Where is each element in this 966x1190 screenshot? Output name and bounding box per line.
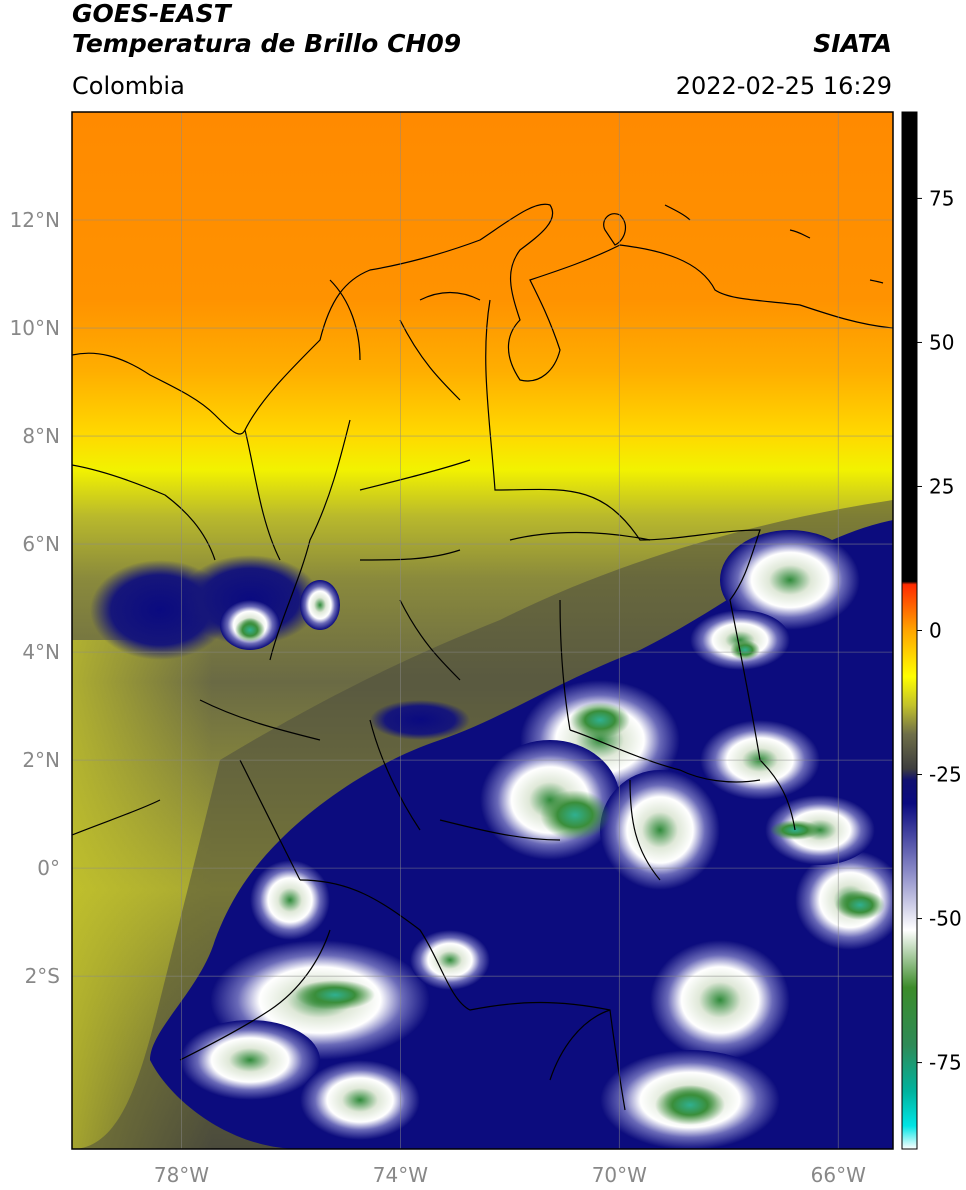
lat-tick-label: 2°S xyxy=(25,964,60,988)
colorbar-tick-label: -25 xyxy=(929,763,962,787)
colorbar-tick-label: 75 xyxy=(929,186,954,210)
lat-tick-label: 12°N xyxy=(10,208,60,232)
title-satellite: GOES-EAST xyxy=(72,0,231,28)
lon-tick-label: 66°W xyxy=(811,1163,866,1187)
colorbar-tick-label: -75 xyxy=(929,1051,962,1075)
colorbar-tick-label: 25 xyxy=(929,474,954,498)
graticule xyxy=(72,112,893,1149)
map-frame xyxy=(71,111,894,1150)
lon-tick-label: 74°W xyxy=(373,1163,428,1187)
country-borders xyxy=(72,203,893,1111)
title-product: Temperatura de Brillo CH09 xyxy=(72,29,462,58)
lat-tick-label: 2°N xyxy=(22,748,60,772)
colorbar xyxy=(901,111,918,1150)
brand-label: SIATA xyxy=(813,29,892,58)
latitude-labels: 12°N 10°N 8°N 6°N 4°N 2°N 0° 2°S xyxy=(10,208,60,988)
lon-tick-label: 78°W xyxy=(154,1163,209,1187)
colorbar-tick-label: 0 xyxy=(929,619,942,643)
lon-tick-label: 70°W xyxy=(592,1163,647,1187)
region-label: Colombia xyxy=(72,72,185,100)
lat-tick-label: 6°N xyxy=(22,532,60,556)
colorbar-tick-label: 50 xyxy=(929,330,954,354)
datetime-label: 2022-02-25 16:29 xyxy=(675,72,892,100)
lat-tick-label: 0° xyxy=(37,856,60,880)
colorbar-ticks: 75 50 25 0 -25 -50 -75 xyxy=(917,186,962,1075)
longitude-labels: 78°W 74°W 70°W 66°W xyxy=(154,1163,866,1187)
colorbar-tick-label: -50 xyxy=(929,907,962,931)
lat-tick-label: 10°N xyxy=(10,316,60,340)
lat-tick-label: 8°N xyxy=(22,424,60,448)
lat-tick-label: 4°N xyxy=(22,640,60,664)
